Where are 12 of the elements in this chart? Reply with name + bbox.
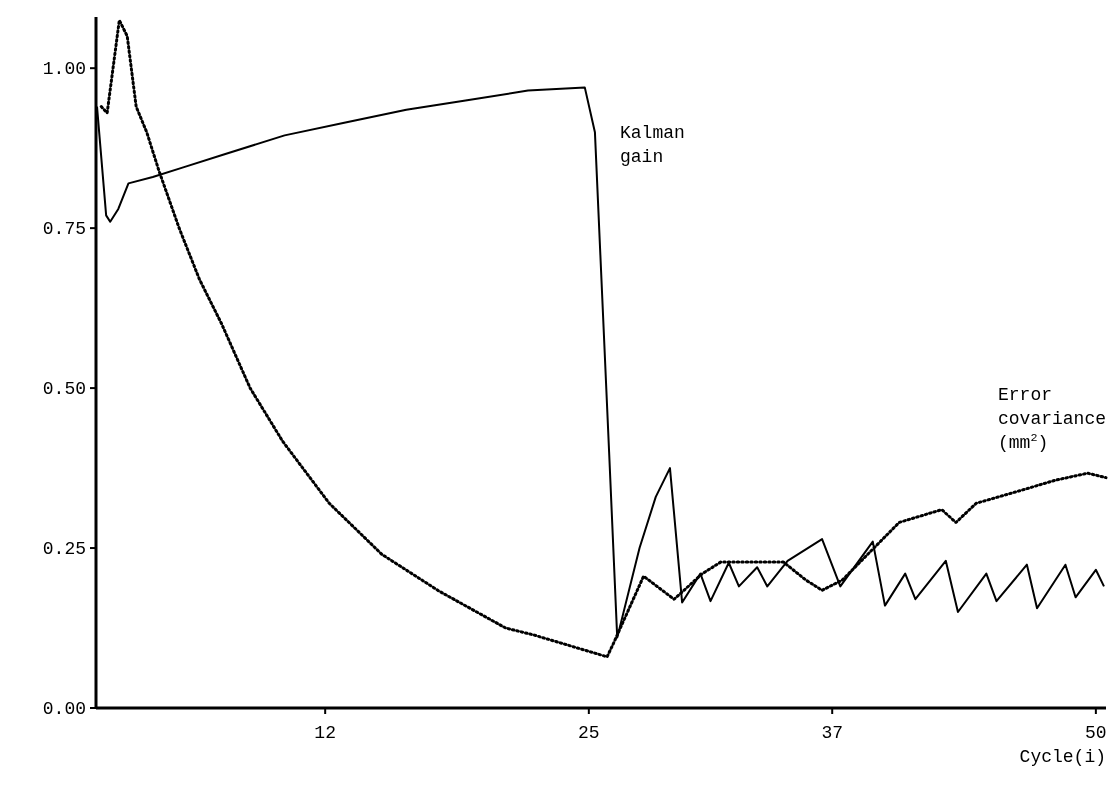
y-tick-label: 1.00: [42, 59, 86, 80]
x-tick-label: 25: [578, 723, 600, 743]
y-tick-label: 0.75: [42, 219, 86, 240]
series-label: Error covariance (mm$^{2}$): [998, 385, 1107, 453]
x-axis-title: Cycle(i): [1019, 747, 1106, 767]
y-tick-label: 0.25: [42, 539, 86, 560]
y-tick-label: 0.50: [42, 379, 86, 400]
x-tick-label: 12: [314, 723, 336, 743]
x-tick-label: 37: [821, 723, 844, 743]
y-tick-label: 0.00: [42, 699, 86, 720]
x-tick-label: 50: [1085, 723, 1107, 743]
series-label: Kalman gain: [620, 123, 685, 167]
